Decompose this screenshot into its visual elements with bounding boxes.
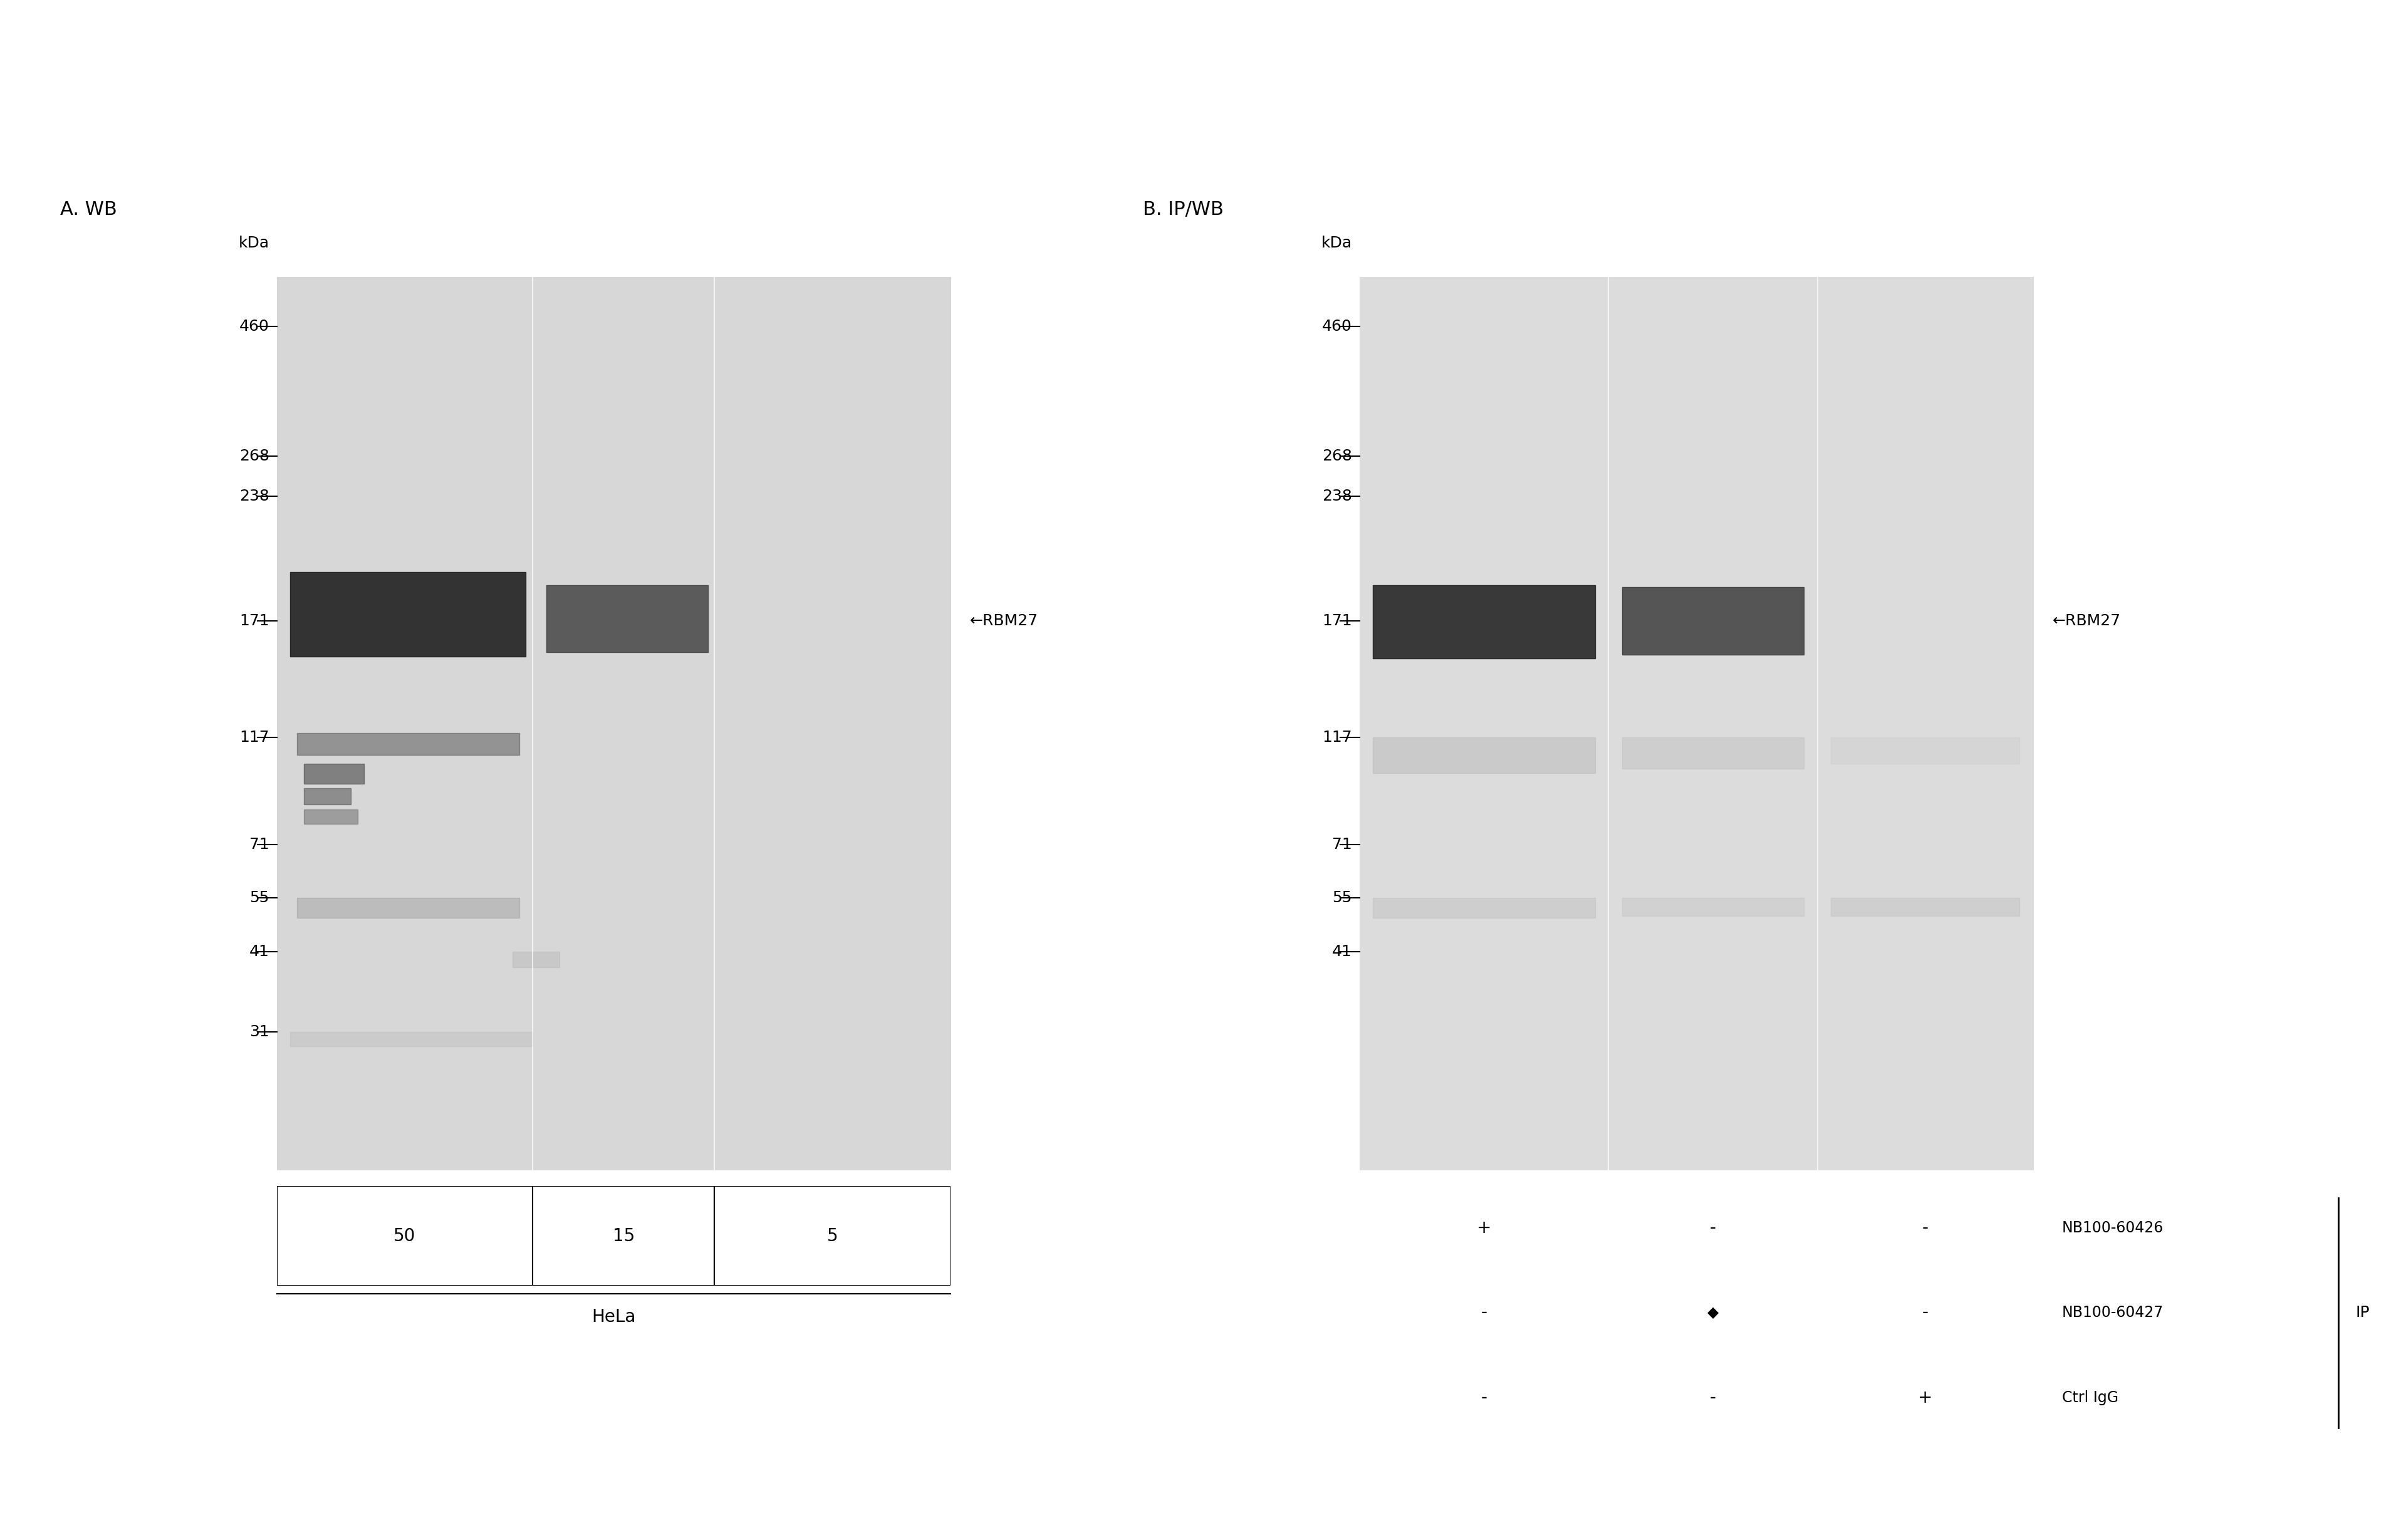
Text: -: -	[1922, 1220, 1930, 1237]
Text: 41: 41	[1333, 944, 1352, 959]
Text: ←RBM27: ←RBM27	[970, 613, 1037, 628]
Bar	[1831, 898, 2019, 916]
Text: 71: 71	[250, 836, 269, 852]
Text: Ctrl IgG: Ctrl IgG	[2062, 1391, 2117, 1404]
Bar	[277, 1186, 532, 1286]
Text: 171: 171	[1323, 613, 1352, 628]
Bar	[296, 733, 520, 755]
Text: 117: 117	[1323, 730, 1352, 745]
Bar	[1622, 898, 1804, 916]
Bar	[303, 810, 358, 824]
Bar	[1374, 738, 1595, 773]
Text: 55: 55	[1333, 890, 1352, 906]
Text: 238: 238	[241, 488, 269, 504]
Text: -: -	[1480, 1389, 1487, 1406]
Text: kDa: kDa	[238, 236, 269, 251]
Text: -: -	[1922, 1304, 1930, 1321]
Text: NB100-60427: NB100-60427	[2062, 1306, 2163, 1320]
Text: 238: 238	[1323, 488, 1352, 504]
Text: ◆: ◆	[1708, 1306, 1718, 1320]
Text: 460: 460	[1323, 319, 1352, 334]
Text: B. IP/WB: B. IP/WB	[1143, 200, 1225, 219]
Bar	[512, 952, 561, 967]
Text: 171: 171	[241, 613, 269, 628]
Text: 15: 15	[614, 1227, 635, 1244]
Text: ←RBM27: ←RBM27	[2052, 613, 2120, 628]
Text: -: -	[1711, 1389, 1715, 1406]
Bar	[1622, 587, 1804, 654]
Text: 117: 117	[241, 730, 269, 745]
Text: 41: 41	[250, 944, 269, 959]
Text: NB100-60426: NB100-60426	[2062, 1221, 2163, 1235]
Bar	[303, 788, 351, 804]
Text: 71: 71	[1333, 836, 1352, 852]
Text: +: +	[1477, 1220, 1492, 1237]
Text: HeLa: HeLa	[592, 1307, 635, 1326]
Bar	[1374, 585, 1595, 659]
Text: IP: IP	[2355, 1306, 2370, 1320]
Bar	[532, 1186, 715, 1286]
Bar	[1831, 738, 2019, 764]
Text: -: -	[1480, 1304, 1487, 1321]
Text: -: -	[1711, 1220, 1715, 1237]
Bar	[1374, 898, 1595, 918]
Bar	[291, 571, 527, 656]
Text: 268: 268	[1323, 448, 1352, 464]
Bar	[715, 1186, 950, 1286]
Text: 50: 50	[395, 1227, 416, 1244]
Bar	[296, 898, 520, 918]
Text: 5: 5	[828, 1227, 837, 1244]
Text: 55: 55	[250, 890, 269, 906]
Bar	[546, 585, 707, 653]
Text: 268: 268	[238, 448, 269, 464]
Text: +: +	[1918, 1389, 1932, 1406]
Text: A. WB: A. WB	[60, 200, 118, 219]
Bar	[303, 764, 363, 784]
Bar	[291, 1032, 532, 1046]
Bar	[1622, 738, 1804, 768]
Text: kDa: kDa	[1321, 236, 1352, 251]
Text: 460: 460	[241, 319, 269, 334]
Text: 31: 31	[250, 1024, 269, 1040]
